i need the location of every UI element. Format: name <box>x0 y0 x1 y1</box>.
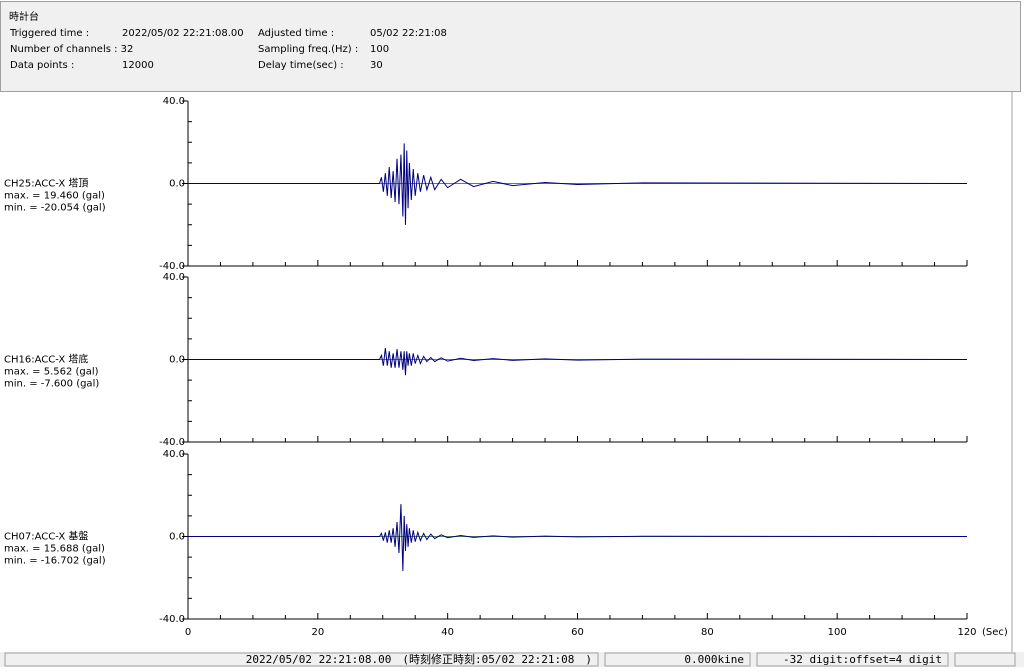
status-text: -32 digit:offset=4 digit <box>783 653 942 666</box>
status-text: 0.000kine <box>684 653 744 666</box>
x-tick-label: 80 <box>701 627 714 638</box>
channel-name: CH16:ACC-X 塔底 <box>4 353 88 366</box>
channel-name: CH07:ACC-X 基盤 <box>4 530 88 543</box>
channel-min: min. = -20.054 (gal) <box>4 203 106 214</box>
y-tick-label: 0.0 <box>169 179 185 190</box>
y-tick-label: -40.0 <box>159 261 185 272</box>
y-tick-label: -40.0 <box>159 437 185 448</box>
channel-max: max. = 15.688 (gal) <box>4 544 105 555</box>
channel-name: CH25:ACC-X 塔頂 <box>4 177 88 190</box>
channel-max: max. = 5.562 (gal) <box>4 367 99 378</box>
x-tick-label: 40 <box>441 627 454 638</box>
y-tick-label: 40.0 <box>163 449 185 460</box>
waveform <box>188 143 968 225</box>
header-field: Data points : <box>10 60 74 71</box>
waveform <box>188 504 968 571</box>
status-cell <box>4 652 599 667</box>
status-cell <box>954 652 1016 667</box>
status-bar <box>0 652 1024 667</box>
status-text: 2022/05/02 22:21:08.00 (時刻修正時刻:05/02 22:… <box>246 652 592 666</box>
y-tick-label: 0.0 <box>169 355 185 366</box>
channel-min: min. = -7.600 (gal) <box>4 379 99 390</box>
header-field: Triggered time : <box>9 28 89 39</box>
status-cell <box>604 652 751 667</box>
waveform <box>188 347 968 376</box>
header-field: 2022/05/02 22:21:08.00 <box>122 28 244 39</box>
header-field: Sampling freq.(Hz) : <box>258 44 358 55</box>
x-tick-label: 20 <box>311 627 324 638</box>
x-tick-label: 120 <box>957 627 976 638</box>
header-field: Delay time(sec) : <box>258 60 344 71</box>
status-cell <box>756 652 949 667</box>
channel-min: min. = -16.702 (gal) <box>4 556 106 567</box>
x-axis-label: (Sec) <box>982 627 1008 638</box>
x-tick-label: 60 <box>571 627 584 638</box>
header-field: 12000 <box>122 60 154 71</box>
x-tick-label: 0 <box>185 627 191 638</box>
y-tick-label: 40.0 <box>163 96 185 107</box>
y-tick-label: -40.0 <box>159 614 185 625</box>
header-field: 05/02 22:21:08 <box>370 28 447 39</box>
y-tick-label: 0.0 <box>169 532 185 543</box>
y-tick-label: 40.0 <box>163 272 185 283</box>
header-field: Number of channels : 32 <box>10 44 133 55</box>
header-field: 30 <box>370 60 383 71</box>
header-field: Adjusted time : <box>258 28 334 39</box>
x-tick-label: 100 <box>828 627 847 638</box>
channel-max: max. = 19.460 (gal) <box>4 191 105 202</box>
header-panel <box>0 1 1021 92</box>
header-field: 100 <box>370 44 389 55</box>
header-title: 時計台 <box>9 10 39 23</box>
